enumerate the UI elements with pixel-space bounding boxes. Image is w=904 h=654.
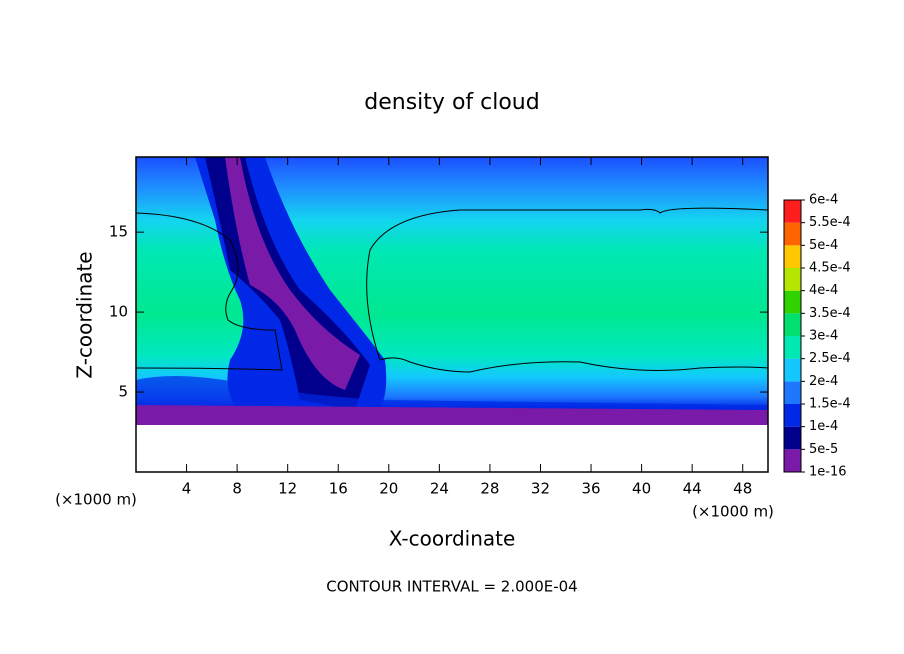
x-tick-label: 32 [531, 480, 550, 498]
colorbar-band [784, 336, 801, 359]
contour-field [136, 157, 768, 472]
colorbar-band [784, 222, 801, 246]
colorbar-band [784, 200, 801, 223]
colorbar-band [784, 426, 801, 450]
colorbar-label: 3e-4 [809, 329, 838, 344]
x-unit-label: (×1000 m) [55, 491, 137, 509]
y-tick-label: 15 [109, 223, 128, 241]
x-tick-label: 28 [480, 480, 499, 498]
colorbar-label: 1e-4 [809, 419, 838, 434]
x-tick-label: 24 [430, 480, 449, 498]
colorbar-label: 1.5e-4 [809, 397, 851, 412]
colorbar-band [784, 290, 801, 314]
colorbar-label: 2.5e-4 [809, 351, 851, 366]
x-tick-label: 8 [232, 480, 242, 498]
colorbar-band [784, 381, 801, 404]
colorbar-label: 3.5e-4 [809, 306, 851, 321]
y-tick-label: 5 [118, 383, 128, 401]
colorbar-band [784, 245, 801, 268]
colorbar-frame [783, 199, 802, 473]
colorbar-label: 4.5e-4 [809, 261, 851, 276]
plot-frame [135, 156, 769, 473]
footer-note: CONTOUR INTERVAL = 2.000E-04 [326, 578, 577, 596]
x-tick-label: 36 [581, 480, 600, 498]
colorbar-label: 2e-4 [809, 374, 838, 389]
colorbar-band [784, 404, 801, 427]
x-tick-label: 12 [278, 480, 297, 498]
x-tick-label: 20 [379, 480, 398, 498]
y-axis-label: Z-coordinate [73, 251, 97, 378]
x-tick-label: 44 [683, 480, 702, 498]
colorbar-band [784, 313, 801, 336]
x-axis-label: X-coordinate [389, 527, 516, 551]
colorbar-label: 5.5e-4 [809, 215, 851, 230]
colorbar-band [784, 449, 801, 472]
chart-title: density of cloud [364, 90, 539, 115]
x-tick-label: 4 [182, 480, 192, 498]
colorbar-label: 5e-5 [809, 442, 838, 457]
colorbar-band [784, 358, 801, 382]
y-tick-label: 10 [109, 303, 128, 321]
x-tick-label: 48 [733, 480, 752, 498]
colorbar-label: 5e-4 [809, 238, 838, 253]
colorbar-band [784, 268, 801, 291]
colorbar-label: 6e-4 [809, 193, 838, 208]
colorbar-label: 4e-4 [809, 283, 838, 298]
colorbar-label: 1e-16 [809, 465, 847, 480]
x-unit-label: (×1000 m) [692, 503, 774, 521]
x-tick-label: 16 [329, 480, 348, 498]
x-tick-label: 40 [632, 480, 651, 498]
